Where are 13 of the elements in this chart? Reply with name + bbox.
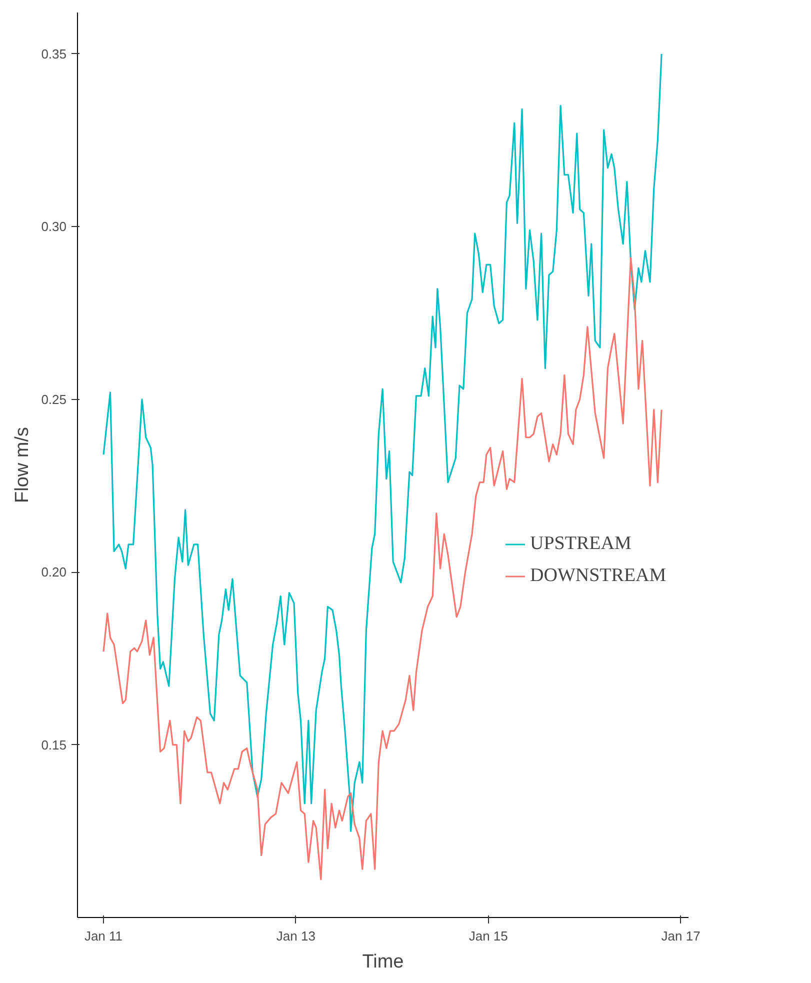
y-tick-label: 0.15 [41, 737, 67, 752]
x-tick-label: Jan 11 [84, 928, 123, 944]
x-tick-label: Jan 13 [276, 928, 316, 944]
y-tick-label: 0.35 [41, 46, 67, 62]
y-tick-label: 0.20 [41, 564, 67, 580]
y-tick-label: 0.25 [41, 392, 67, 407]
x-axis-title: Time [362, 952, 404, 972]
x-tick-label: Jan 15 [468, 928, 508, 944]
legend-label: DOWNSTREAM [530, 565, 666, 587]
y-axis-title: Flow m/s [12, 427, 34, 503]
y-tick-label: 0.30 [41, 219, 67, 234]
x-tick-label: Jan 17 [661, 928, 700, 944]
legend-label: UPSTREAM [530, 533, 632, 555]
